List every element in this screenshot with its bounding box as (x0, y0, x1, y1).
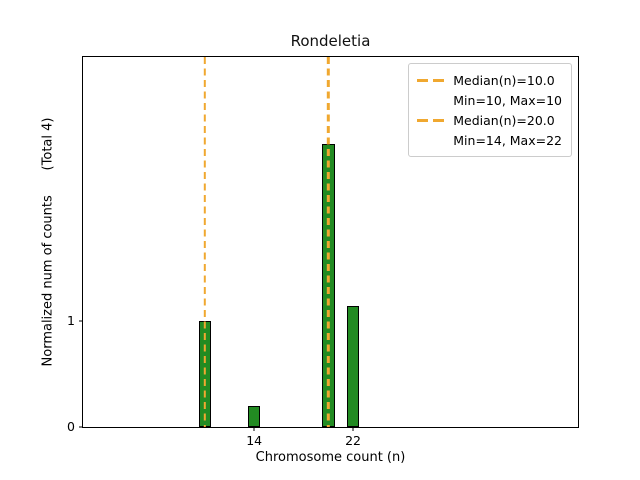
legend-entry: Median(n)=20.0 (417, 110, 562, 130)
legend-entry: Min=10, Max=10 (417, 90, 562, 110)
legend-marker-spacer (417, 139, 444, 142)
y-tick-label: 0 (67, 419, 75, 435)
dashed-line-icon (417, 78, 445, 82)
plot-area: Median(n)=10.0 Min=10, Max=10 Median(n)=20… (67, 56, 579, 448)
x-tick-mark (352, 427, 354, 431)
median-line-n20 (327, 57, 330, 427)
x-tick-mark (253, 427, 255, 431)
legend-entry-label: Median(n)=20.0 (453, 112, 555, 128)
x-axis-label: Chromosome count (n) (255, 450, 406, 465)
y-axis-label: Normalized num of counts (Total 4) (40, 117, 56, 367)
y-tick-mark (79, 426, 83, 428)
bar-n14 (248, 405, 261, 427)
chart-title: Rondeletia (290, 32, 371, 50)
y-tick-mark (79, 320, 83, 322)
y-tick-label: 1 (67, 313, 75, 329)
legend-entry-label: Min=14, Max=22 (453, 132, 562, 148)
legend-entry-label: Min=10, Max=10 (453, 92, 562, 108)
x-tick-label: 14 (246, 433, 263, 448)
median-line-n10 (203, 57, 206, 427)
legend: Median(n)=10.0 Min=10, Max=10 Median(n)=20… (408, 63, 572, 157)
legend-entry-label: Median(n)=10.0 (453, 72, 555, 88)
legend-marker-spacer (417, 99, 444, 102)
bar-n22 (346, 306, 360, 427)
dashed-line-icon (417, 118, 445, 122)
legend-entry: Min=14, Max=22 (417, 130, 562, 150)
x-tick-label: 22 (345, 433, 361, 448)
legend-entry: Median(n)=10.0 (417, 70, 562, 90)
